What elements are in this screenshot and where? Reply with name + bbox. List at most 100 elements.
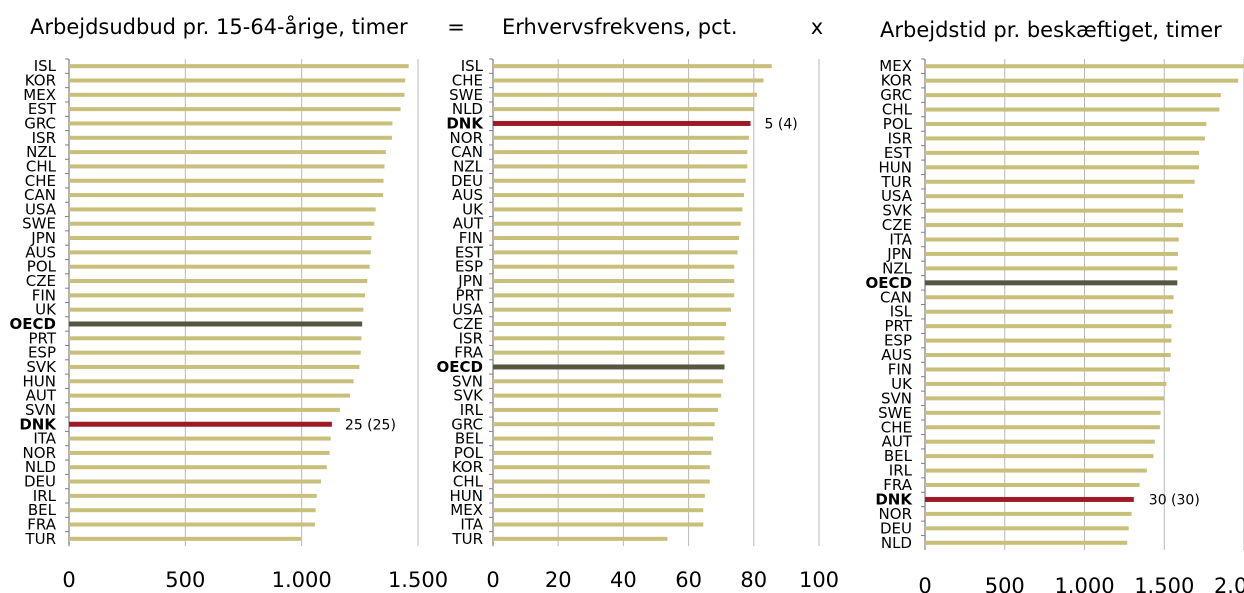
category-label: BEL	[28, 501, 57, 519]
category-label: POL	[454, 444, 484, 462]
bar-grc	[69, 121, 393, 126]
bar-dnk	[69, 421, 332, 427]
category-label: DNK	[875, 490, 913, 508]
category-label: MEX	[450, 501, 483, 519]
bar-nld	[493, 107, 754, 112]
category-label: MEX	[879, 57, 912, 75]
bar-chl	[69, 164, 385, 169]
bar-aus	[69, 250, 371, 255]
bar-deu	[69, 479, 321, 484]
bar-isr	[925, 136, 1205, 141]
category-label: IRL	[460, 401, 484, 419]
bar-oecd	[69, 321, 363, 327]
bar-can	[493, 150, 748, 155]
category-label: USA	[452, 301, 484, 319]
category-label: HUN	[879, 158, 912, 176]
category-label: DNK	[19, 415, 57, 433]
bar-fin	[493, 236, 740, 241]
bar-chl	[925, 107, 1220, 112]
category-label: ITA	[33, 430, 56, 448]
bar-chl	[493, 479, 710, 484]
category-label: NZL	[453, 157, 483, 175]
category-label: ITA	[460, 516, 483, 534]
bar-nld	[925, 540, 1128, 545]
highlight-rank-label: 25 (25)	[345, 417, 396, 433]
times-operator: x	[811, 15, 823, 39]
bar-nor	[493, 135, 749, 140]
category-label: ISL	[890, 303, 913, 321]
x-tick-label: 500	[165, 568, 205, 592]
category-label: DEU	[451, 172, 483, 190]
category-label: KOR	[452, 458, 483, 476]
bar-svk	[925, 208, 1184, 213]
bar-swe	[69, 221, 375, 226]
equals-operator: =	[447, 15, 465, 39]
category-label: EST	[28, 100, 57, 118]
bar-prt	[493, 293, 735, 298]
category-label: CHE	[25, 172, 56, 190]
category-label: NOR	[23, 444, 56, 462]
category-label: NLD	[881, 534, 912, 552]
category-label: ESP	[884, 332, 912, 350]
x-tick-label: 60	[675, 568, 702, 592]
bar-kor	[493, 465, 710, 470]
bar-nor	[925, 511, 1132, 516]
category-label: CZE	[26, 272, 56, 290]
category-label: KOR	[881, 72, 912, 90]
bar-hun	[69, 379, 354, 384]
bar-jpn	[493, 279, 735, 284]
bar-uk	[69, 307, 364, 312]
category-label: DEU	[880, 519, 912, 537]
category-label: SWE	[449, 86, 483, 104]
x-tick-label: 1.000	[1054, 574, 1114, 593]
category-label: ISR	[32, 129, 56, 147]
category-label: GRC	[24, 114, 56, 132]
category-label: FRA	[27, 516, 56, 534]
category-label: FRA	[883, 476, 912, 494]
category-label: TUR	[24, 530, 56, 548]
category-label: TUR	[880, 173, 912, 191]
bar-usa	[493, 307, 731, 312]
category-label: CAN	[24, 186, 56, 204]
bar-che	[493, 78, 764, 83]
bar-deu	[925, 526, 1129, 531]
bar-tur	[493, 536, 668, 541]
x-tick-label: 100	[799, 568, 839, 592]
bar-fra	[493, 350, 725, 355]
bar-can	[925, 295, 1174, 300]
bar-uk	[493, 207, 743, 212]
bar-ita	[925, 237, 1179, 242]
bar-usa	[69, 207, 376, 212]
bar-oecd	[925, 280, 1178, 286]
category-label: BEL	[884, 447, 913, 465]
chart-title: Arbejdsudbud pr. 15-64-årige, timer	[30, 14, 408, 39]
chart-title: Arbejdstid pr. beskæftiget, timer	[880, 18, 1222, 42]
category-label: SVK	[882, 202, 913, 220]
bar-ita	[69, 436, 331, 441]
category-label: ISR	[459, 329, 483, 347]
highlight-rank-label: 5 (4)	[765, 116, 798, 132]
category-label: AUT	[453, 215, 484, 233]
category-label: OECD	[437, 358, 483, 376]
category-label: CZE	[882, 216, 912, 234]
bar-isl	[925, 309, 1173, 314]
bar-uk	[925, 381, 1167, 386]
category-label: FIN	[888, 360, 912, 378]
category-label: IRL	[33, 487, 57, 505]
category-label: CHL	[26, 157, 57, 175]
bar-bel	[925, 454, 1154, 459]
bar-svn	[69, 407, 341, 412]
category-label: GRC	[880, 86, 912, 104]
category-label: DEU	[24, 473, 56, 491]
category-label: ESP	[455, 258, 483, 276]
bar-pol	[925, 121, 1207, 126]
category-label: NLD	[452, 100, 483, 118]
chart-title: Erhvervsfrekvens, pct.	[502, 15, 738, 39]
bar-dnk	[493, 120, 751, 126]
panel-hours-per-employed: Arbejdstid pr. beskæftiget, timer 0 500 1.0…	[866, 18, 1244, 593]
category-label: CHE	[881, 418, 912, 436]
category-label: POL	[27, 258, 57, 276]
category-label: USA	[881, 187, 913, 205]
bar-swe	[493, 92, 758, 97]
